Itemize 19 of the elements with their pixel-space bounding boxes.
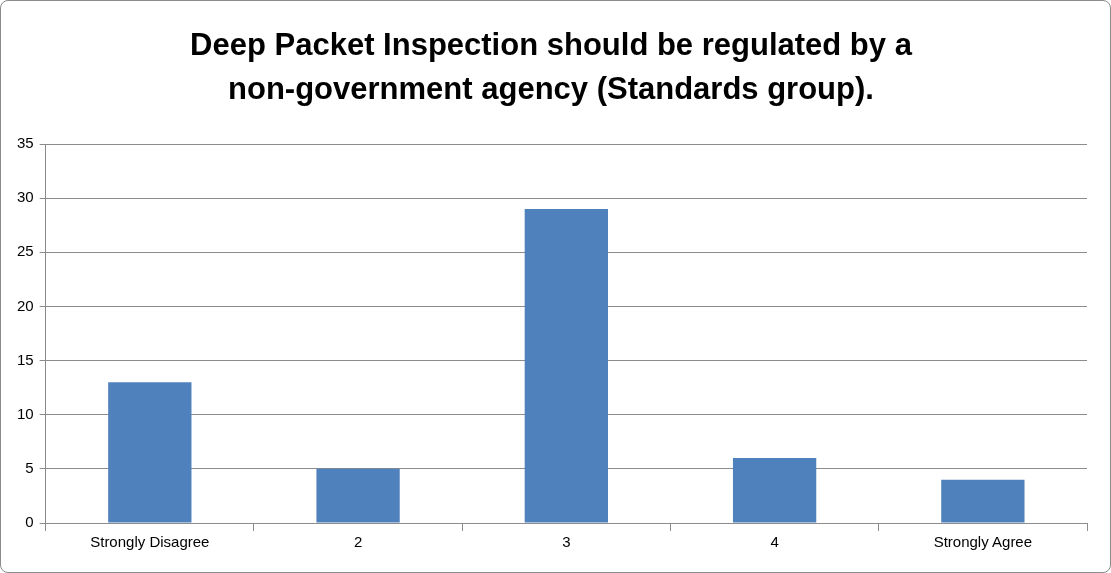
x-tick-label: 4 xyxy=(770,533,779,551)
x-tick-label: Strongly Disagree xyxy=(90,533,210,551)
bar xyxy=(316,468,400,523)
bar xyxy=(941,479,1025,523)
y-tick-label: 0 xyxy=(25,513,34,531)
x-tick-label: 2 xyxy=(353,533,363,551)
y-tick-label: 35 xyxy=(17,134,34,152)
x-tick-label: 3 xyxy=(562,533,571,551)
bar xyxy=(524,208,608,523)
bar xyxy=(108,382,192,523)
y-tick-label: 30 xyxy=(17,188,34,206)
y-tick-label: 10 xyxy=(17,404,34,422)
y-tick-label: 5 xyxy=(25,459,34,476)
chart-title: Deep Packet Inspection should be regulated by a non-government agency (Standards group). xyxy=(189,26,914,108)
x-tick-label: Strongly Agree xyxy=(933,533,1033,551)
bar xyxy=(732,458,817,523)
y-tick-label: 20 xyxy=(17,296,34,314)
y-tick-label: 15 xyxy=(17,350,34,368)
y-tick-label: 25 xyxy=(17,242,34,260)
